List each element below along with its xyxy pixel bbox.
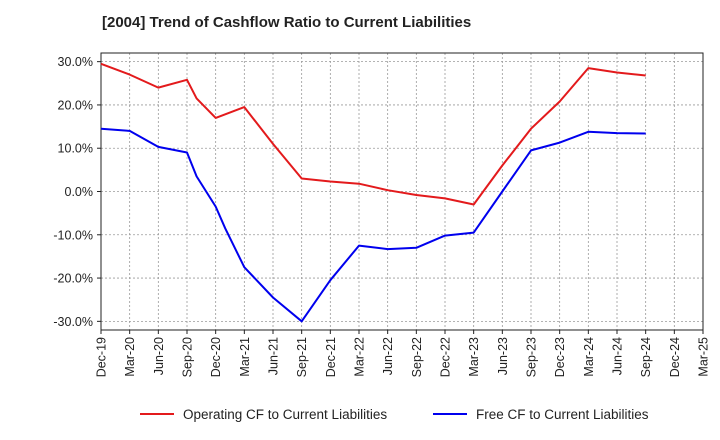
x-tick-label: Dec-21 — [324, 337, 338, 377]
x-tick-label: Mar-24 — [582, 337, 596, 377]
legend-swatch-operating-cf — [140, 413, 174, 415]
grid — [100, 53, 704, 330]
x-tick-label: Jun-20 — [152, 337, 166, 375]
legend-item-free-cf: Free CF to Current Liabilities — [433, 404, 649, 424]
x-tick-label: Jun-23 — [496, 337, 510, 375]
x-tick-label: Dec-24 — [668, 337, 682, 377]
x-tick-label: Sep-21 — [295, 337, 309, 377]
x-tick-label: Dec-23 — [553, 337, 567, 377]
y-tick-label: 0.0% — [65, 185, 94, 199]
x-tick-label: Mar-21 — [238, 337, 252, 377]
x-tick-label: Sep-24 — [639, 337, 653, 377]
y-tick-label: -10.0% — [53, 228, 93, 242]
x-tick-label: Mar-23 — [467, 337, 481, 377]
y-tick-label: -30.0% — [53, 315, 93, 329]
y-axis: 30.0% 20.0% 10.0% 0.0% -10.0% -20.0% -30.0% — [53, 55, 101, 329]
x-tick-label: Sep-20 — [181, 337, 195, 377]
y-tick-label: 10.0% — [58, 142, 93, 156]
x-axis: Dec-19 Mar-20 Jun-20 Sep-20 Dec-20 Mar-21 Jun-… — [95, 330, 711, 377]
x-tick-label: Mar-22 — [353, 337, 367, 377]
x-tick-label: Sep-23 — [525, 337, 539, 377]
x-tick-label: Mar-20 — [123, 337, 137, 377]
chart-title: [2004] Trend of Cashflow Ratio to Curren… — [102, 14, 472, 31]
x-tick-label: Mar-25 — [697, 337, 711, 377]
series-line-operating-cf — [100, 62, 646, 206]
y-tick-label: 20.0% — [58, 98, 93, 112]
legend-label-operating-cf: Operating CF to Current Liabilities — [183, 406, 388, 422]
x-tick-label: Jun-24 — [611, 337, 625, 375]
legend-label-free-cf: Free CF to Current Liabilities — [476, 406, 649, 422]
legend-item-operating-cf: Operating CF to Current Liabilities — [140, 404, 387, 424]
x-tick-label: Dec-20 — [209, 337, 223, 377]
legend-swatch-free-cf — [433, 413, 467, 415]
x-tick-label: Dec-22 — [439, 337, 453, 377]
x-tick-label: Sep-22 — [410, 337, 424, 377]
x-tick-label: Jun-22 — [381, 337, 395, 375]
x-tick-label: Jun-21 — [267, 337, 281, 375]
y-tick-label: 30.0% — [58, 55, 93, 69]
y-tick-label: -20.0% — [53, 272, 93, 286]
series-layer — [100, 62, 646, 323]
x-tick-label: Dec-19 — [95, 337, 109, 377]
series-line-free-cf — [100, 127, 646, 323]
